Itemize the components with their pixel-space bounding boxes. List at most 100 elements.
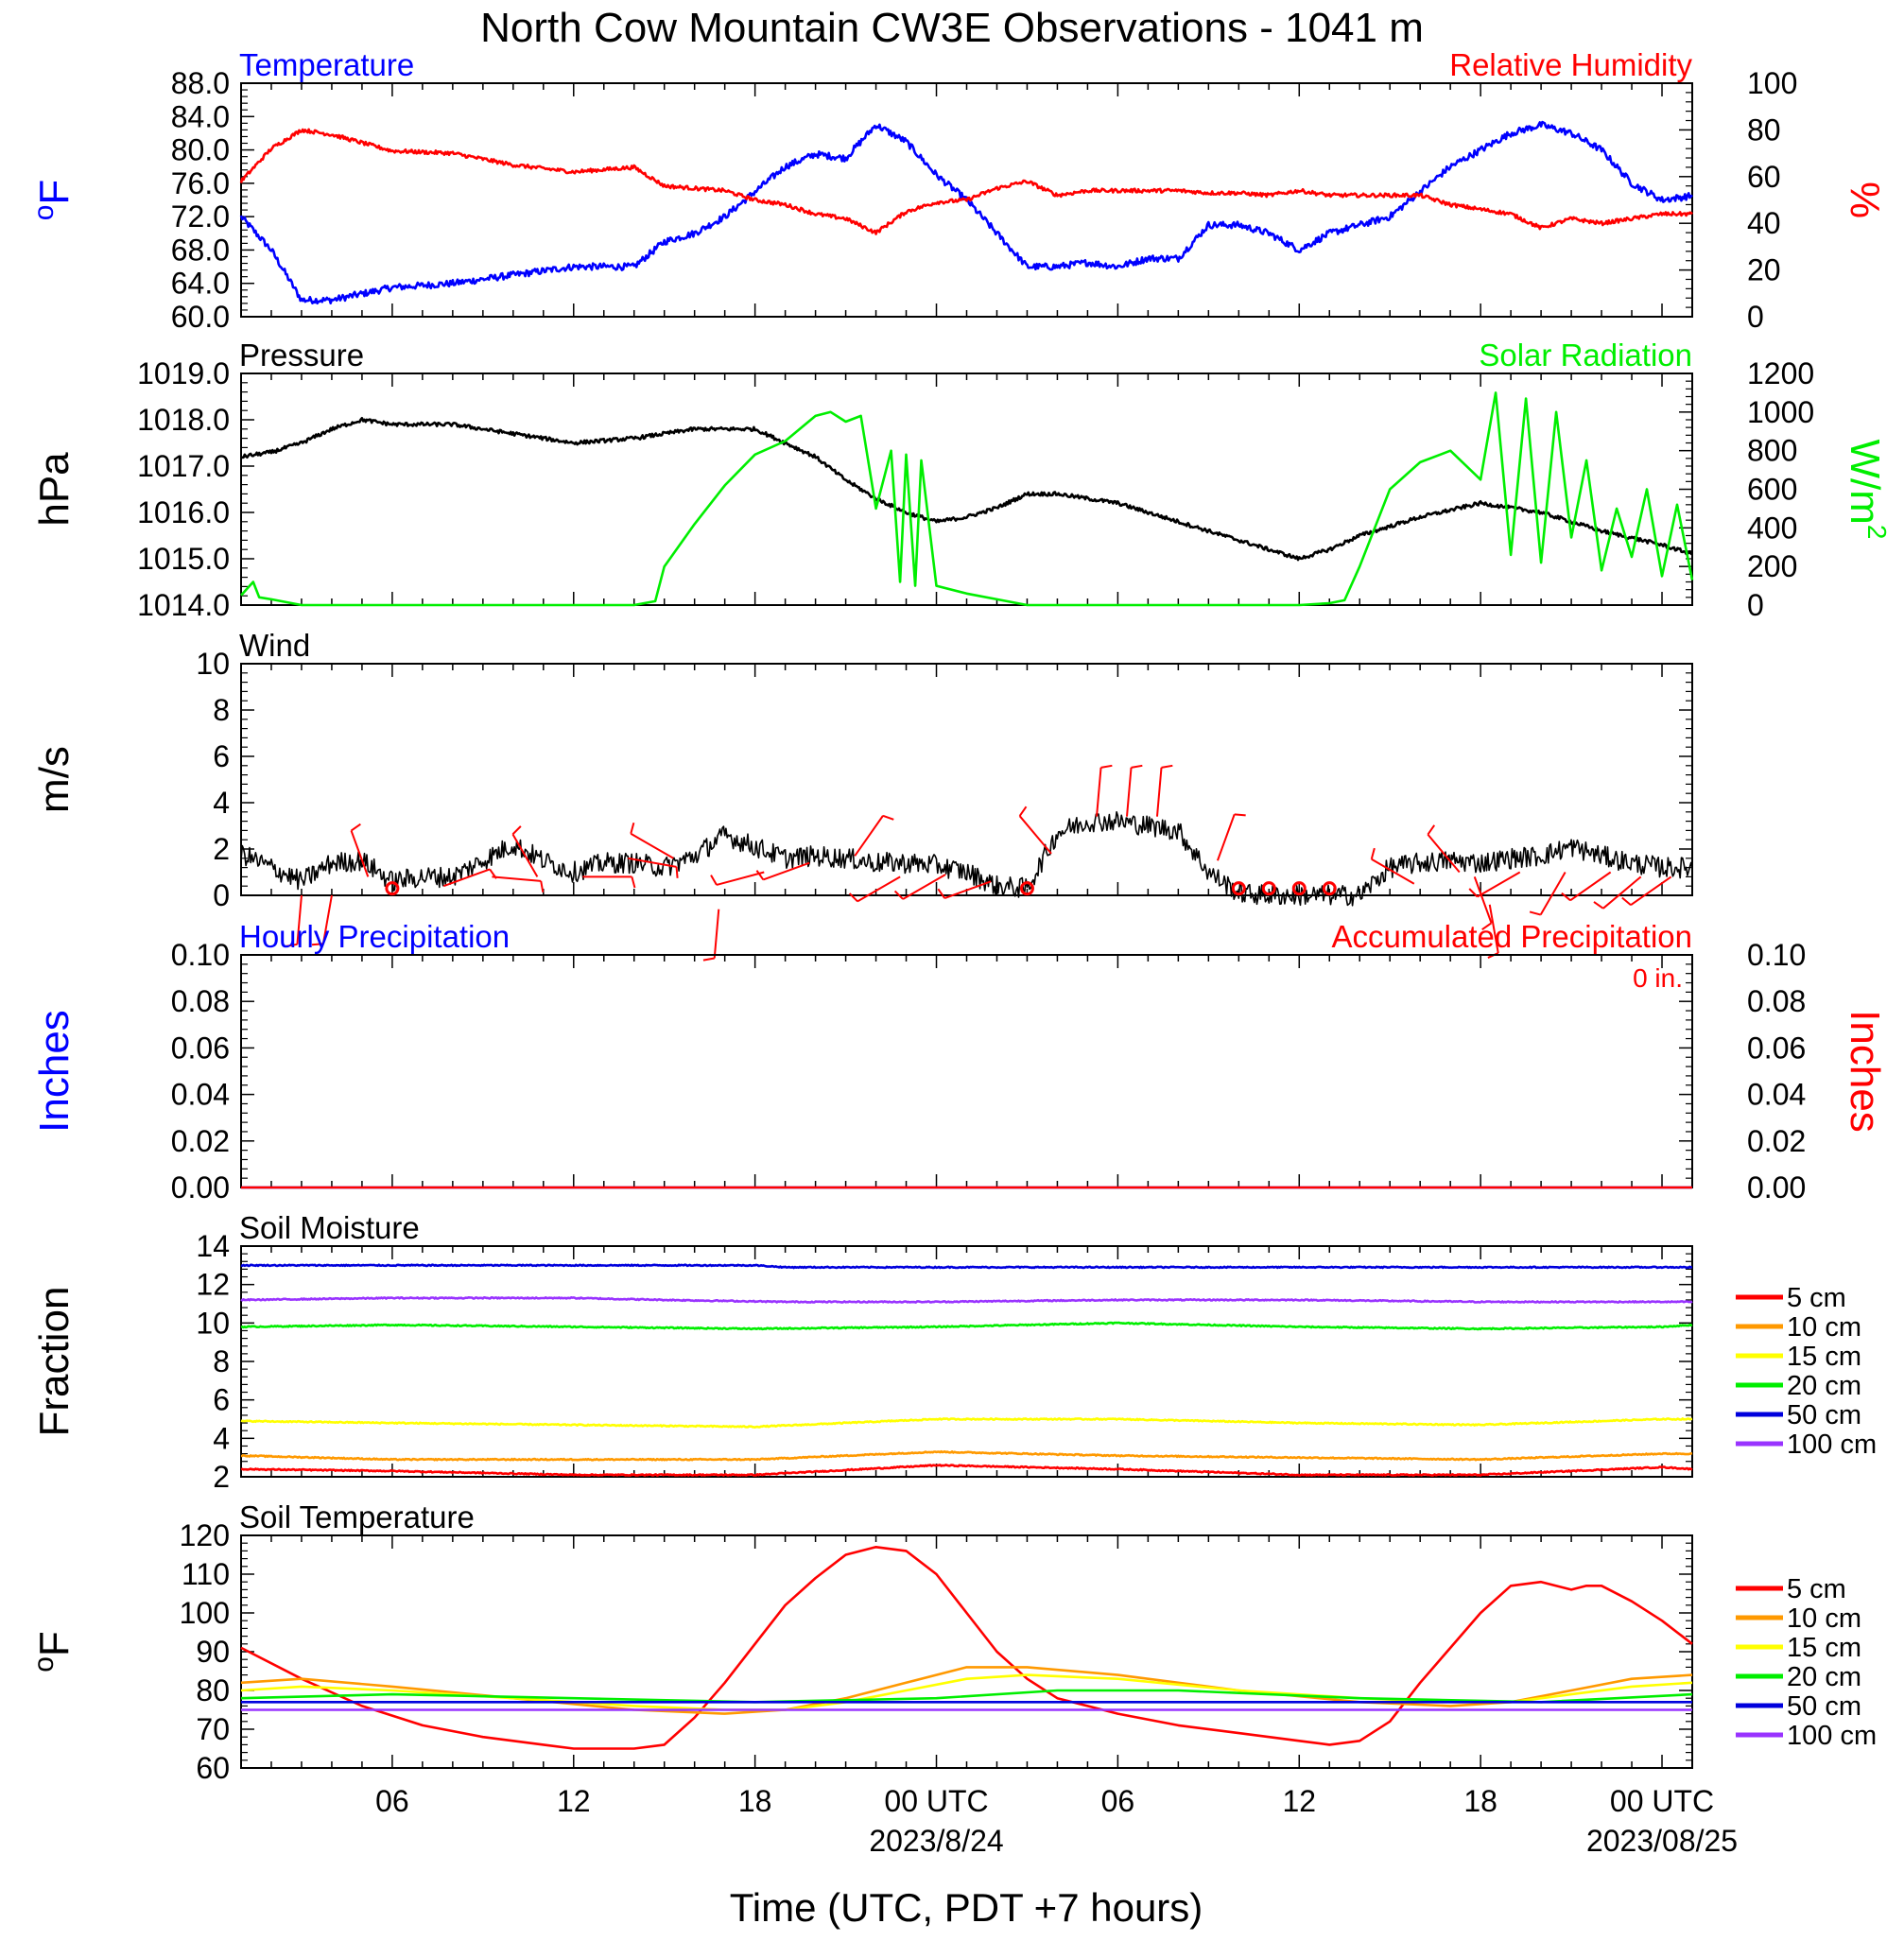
- panel-pressure: 1014.0 1015.0 1016.0 1017.0 1018.0 1019.0 0 200…: [31, 338, 1892, 622]
- wind-barb: [1593, 875, 1642, 910]
- temperature-ytick-left: 64.0: [171, 267, 230, 301]
- wind-calm-circle: [1322, 881, 1337, 896]
- x-tick-label: 18: [738, 1784, 772, 1818]
- wind-barb: [1529, 872, 1566, 916]
- wind-barb: [755, 861, 810, 881]
- legend-label: 50 cm: [1787, 1400, 1861, 1430]
- legend-label: 100 cm: [1787, 1430, 1877, 1460]
- wind-barb: [1018, 806, 1052, 855]
- x-tick-date: 2023/8/24: [869, 1824, 1003, 1858]
- precip-ytick-left: 0.00: [171, 1170, 230, 1204]
- legend-label: 15 cm: [1787, 1342, 1861, 1372]
- pressure-right-title: Solar Radiation: [1479, 338, 1692, 373]
- precip-ytick-right: 0.02: [1747, 1124, 1806, 1158]
- precip-ylabel-right: Inches: [1842, 1010, 1888, 1133]
- soilmoist-ytick-left: 10: [196, 1306, 230, 1340]
- pressure-ytick-right: 200: [1747, 549, 1797, 583]
- precip-ytick-left: 0.06: [171, 1031, 230, 1065]
- precip-ytick-right: 0.08: [1747, 984, 1806, 1018]
- wind-ytick-left: 2: [213, 832, 230, 866]
- wind-barb: [893, 874, 946, 900]
- temperature-ylabel-left: oF: [28, 180, 78, 221]
- pressure-ylabel-left: hPa: [31, 452, 78, 527]
- wind-barb: [286, 894, 303, 947]
- wind-barb: [630, 822, 674, 859]
- wind-left-title: Wind: [239, 628, 310, 663]
- temperature-ytick-left: 60.0: [171, 300, 230, 334]
- soiltemp-ytick-left: 120: [180, 1518, 230, 1552]
- precip-ylabel-left: Inches: [31, 1010, 78, 1133]
- legend-label: 5 cm: [1787, 1574, 1846, 1604]
- wind-ytick-left: 6: [213, 739, 230, 773]
- legend-label: 10 cm: [1787, 1603, 1861, 1634]
- wind-calm-circle: [1291, 881, 1307, 896]
- wind-barb: [1370, 847, 1415, 885]
- pressure-ytick-right: 1000: [1747, 395, 1814, 429]
- pressure-ytick-left: 1016.0: [137, 495, 230, 529]
- precip-annotation: 0 in.: [1633, 963, 1683, 993]
- soiltemp-series-5-cm: [240, 1546, 1693, 1750]
- pressure-ytick-right: 0: [1747, 588, 1764, 622]
- precip-ytick-right: 0.10: [1747, 938, 1806, 972]
- panels: 60.064.068.072.076.080.084.088.002040608…: [28, 47, 1892, 1858]
- pressure-ytick-left: 1014.0: [137, 588, 230, 622]
- temperature-ytick-right: 20: [1747, 253, 1781, 287]
- wind-calm-circle: [1231, 881, 1246, 896]
- temperature-ytick-right: 100: [1747, 66, 1797, 100]
- pressure-ytick-right: 1200: [1747, 356, 1814, 390]
- soiltemp-ytick-left: 100: [180, 1596, 230, 1630]
- soilmoist-ytick-left: 8: [213, 1344, 230, 1378]
- legend-label: 100 cm: [1787, 1721, 1877, 1751]
- wind-barb: [710, 871, 765, 886]
- pressure-ytick-right: 400: [1747, 511, 1797, 545]
- wind-calm-circle: [1019, 881, 1034, 896]
- soiltemp-ytick-left: 60: [196, 1751, 230, 1785]
- wind-barb: [1561, 871, 1612, 902]
- legend-label: 15 cm: [1787, 1633, 1861, 1663]
- legend-label: 10 cm: [1787, 1312, 1861, 1343]
- temperature-ytick-left: 72.0: [171, 199, 230, 234]
- precip-ytick-right: 0.00: [1747, 1170, 1806, 1204]
- wind-barb: [1216, 813, 1246, 861]
- precip-ytick-left: 0.02: [171, 1124, 230, 1158]
- soilmoist-ytick-left: 2: [213, 1460, 230, 1494]
- temperature-ytick-left: 68.0: [171, 233, 230, 267]
- wind-barb: [492, 875, 545, 893]
- temperature-left-title: Temperature: [239, 47, 414, 82]
- temperature-ylabel-right: %: [1842, 182, 1888, 218]
- x-tick-label: 18: [1463, 1784, 1497, 1818]
- soilmoist-series-20-cm: [240, 1321, 1693, 1331]
- pressure-ytick-left: 1017.0: [137, 449, 230, 483]
- pressure-frame: [240, 373, 1693, 606]
- pressure-ytick-right: 800: [1747, 434, 1797, 468]
- wind-ytick-left: 0: [213, 878, 230, 912]
- panel-temperature: 60.064.068.072.076.080.084.088.0 0 20 40 60 8…: [28, 47, 1888, 334]
- wind-barb: [854, 814, 894, 857]
- wind-barb: [1468, 871, 1521, 898]
- wind-ytick-left: 10: [196, 647, 230, 681]
- soilmoist-series-50-cm: [240, 1263, 1693, 1270]
- x-tick-label: 06: [1101, 1784, 1135, 1818]
- temperature-ytick-left: 84.0: [171, 99, 230, 133]
- x-tick-label: 00 UTC: [1610, 1784, 1714, 1818]
- wind-barb: [350, 823, 370, 877]
- pressure-ytick-left: 1018.0: [137, 403, 230, 437]
- wind-barb: [937, 880, 992, 900]
- precip-ytick-right: 0.06: [1747, 1031, 1806, 1065]
- wind-barb: [511, 825, 539, 877]
- wind-barb: [848, 875, 901, 903]
- soilmoist-frame: [240, 1245, 1693, 1478]
- precip-ytick-left: 0.10: [171, 938, 230, 972]
- temperature-right-title: Relative Humidity: [1449, 47, 1692, 82]
- pressure-series-solar-radiation: [240, 391, 1694, 607]
- soiltemp-series-20-cm: [240, 1689, 1693, 1704]
- pressure-ytick-right: 600: [1747, 473, 1797, 507]
- precip-ytick-left: 0.04: [171, 1078, 230, 1112]
- x-axis-ticks: 06 12 18 00 UTC 2023/8/24 06 12 18 00 UTC 2023/08…: [375, 1784, 1738, 1858]
- soilmoist-ytick-left: 12: [196, 1268, 230, 1302]
- soilmoist-ylabel-left: Fraction: [31, 1287, 78, 1437]
- precip-ytick-left: 0.08: [171, 984, 230, 1018]
